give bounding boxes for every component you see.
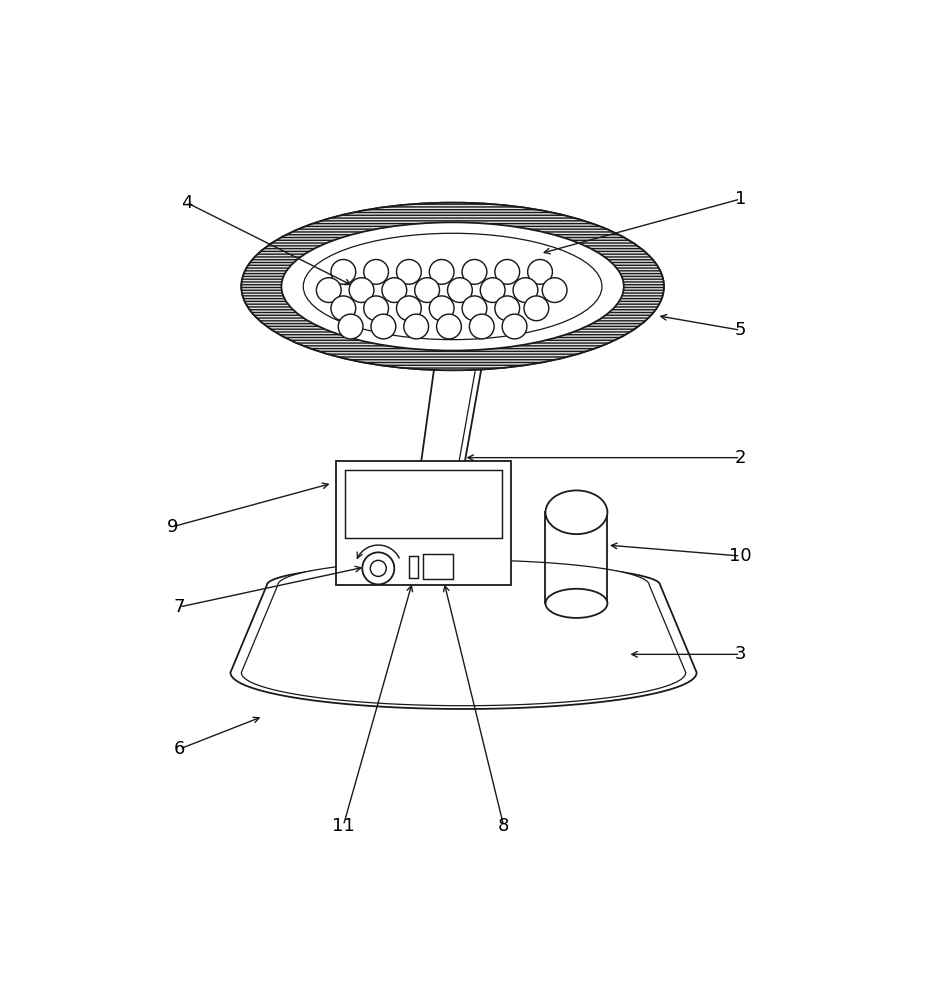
Text: 1: 1 [735,190,746,208]
Text: 9: 9 [166,518,178,536]
Circle shape [527,259,553,284]
Ellipse shape [242,203,664,370]
Circle shape [415,278,440,302]
Circle shape [397,296,421,321]
Circle shape [349,278,374,302]
Polygon shape [230,563,697,709]
Bar [337,461,511,585]
Circle shape [364,296,388,321]
Circle shape [404,314,429,339]
Circle shape [331,259,355,284]
Circle shape [462,296,487,321]
Circle shape [370,560,386,576]
Circle shape [430,296,454,321]
Circle shape [447,278,472,302]
Circle shape [430,259,454,284]
Bar [345,470,502,538]
Ellipse shape [242,203,664,370]
Text: 3: 3 [735,645,746,663]
Circle shape [480,278,505,302]
Circle shape [364,259,388,284]
Circle shape [317,278,341,302]
Text: 6: 6 [174,740,185,758]
Circle shape [542,278,567,302]
Circle shape [469,314,494,339]
Circle shape [436,314,462,339]
Circle shape [513,278,538,302]
Ellipse shape [545,490,607,534]
Ellipse shape [281,222,624,351]
Polygon shape [242,560,686,706]
Circle shape [462,259,487,284]
Ellipse shape [304,233,602,340]
Bar [423,554,453,579]
Text: 4: 4 [181,194,193,212]
Circle shape [382,278,407,302]
Circle shape [362,552,395,584]
Circle shape [371,314,396,339]
Text: 2: 2 [735,449,746,467]
Text: 7: 7 [174,598,185,616]
PathPatch shape [416,367,481,498]
Circle shape [338,314,363,339]
Bar [409,556,417,578]
Circle shape [397,259,421,284]
Text: 5: 5 [735,321,746,339]
Text: 11: 11 [332,817,354,835]
Text: 10: 10 [729,547,752,565]
Ellipse shape [545,589,607,618]
Circle shape [331,296,355,321]
Circle shape [494,259,520,284]
Circle shape [494,296,520,321]
Text: 8: 8 [498,817,509,835]
Circle shape [524,296,549,321]
Circle shape [502,314,527,339]
